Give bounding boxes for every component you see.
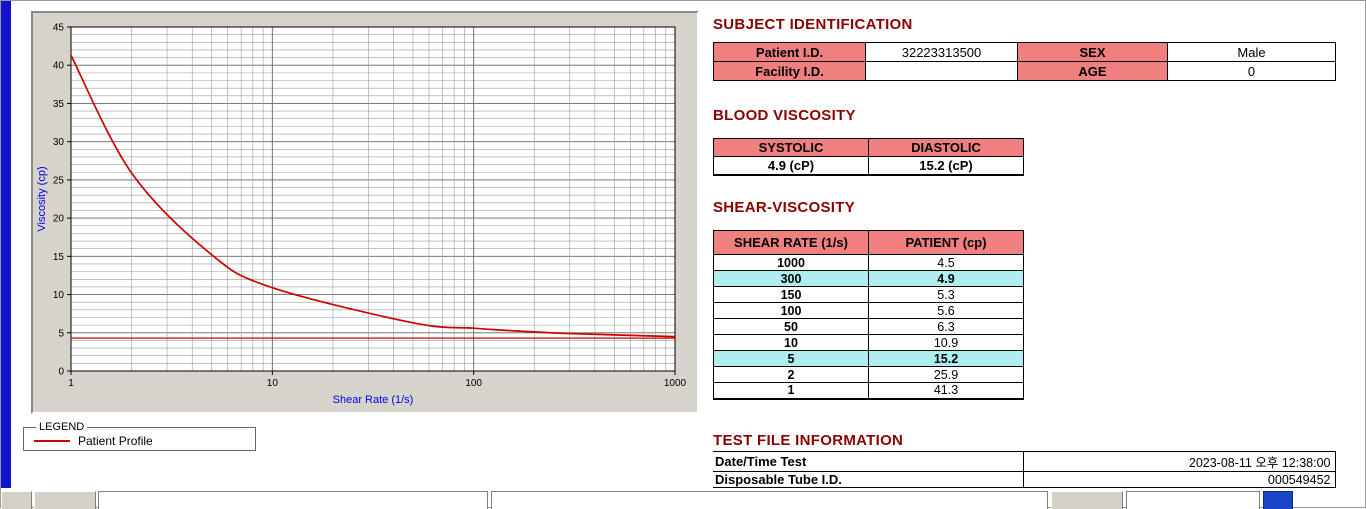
shear-rate-value: 1 [713, 382, 869, 399]
svg-text:45: 45 [53, 23, 65, 34]
patient-id-value: 32223313500 [865, 42, 1018, 62]
patient-cp-value: 5.3 [868, 286, 1024, 303]
partial-field-2[interactable] [491, 491, 1048, 509]
partial-button-2[interactable] [34, 491, 96, 509]
blood-viscosity-header-row: SYSTOLIC DIASTOLIC [713, 138, 1024, 157]
date-time-test-value: 2023-08-11 오후 12:38:00 [1022, 451, 1336, 472]
test-file-row: Date/Time Test 2023-08-11 오후 12:38:00 [713, 451, 1336, 472]
svg-text:1: 1 [68, 378, 74, 389]
svg-text:35: 35 [53, 99, 65, 110]
shear-viscosity-table: SHEAR RATE (1/s) PATIENT (cp) 1000 4.5 300 4.… [713, 230, 1024, 400]
shear-rate-value: 100 [713, 302, 869, 319]
viscosity-chart-panel: 0 5 10 15 20 25 30 35 40 45 1 10 100 1000 Shear Rate (… [31, 11, 699, 414]
partial-button-1[interactable] [1, 491, 32, 509]
shear-rate-value: 1000 [713, 254, 869, 271]
legend-title: LEGEND [39, 421, 85, 433]
svg-text:10: 10 [53, 290, 65, 301]
date-time-test-label: Date/Time Test [713, 451, 1023, 472]
legend-box: LEGEND Patient Profile [23, 421, 256, 451]
svg-text:30: 30 [53, 137, 65, 148]
patient-profile-curve [70, 54, 676, 338]
shear-rate-value: 50 [713, 318, 869, 335]
shear-rate-header: SHEAR RATE (1/s) [713, 230, 869, 255]
shear-rate-value: 150 [713, 286, 869, 303]
shear-viscosity-title: SHEAR-VISCOSITY [713, 199, 856, 216]
subject-identification-title: SUBJECT IDENTIFICATION [713, 16, 913, 33]
blood-viscosity-value-row: 4.9 (cP) 15.2 (cP) [713, 156, 1024, 175]
test-file-information-title: TEST FILE INFORMATION [713, 432, 904, 449]
patient-cp-value: 25.9 [868, 366, 1024, 383]
x-axis: 1 10 100 1000 [68, 371, 687, 389]
shear-row: 1000 4.5 [713, 254, 1024, 271]
patient-cp-value: 5.6 [868, 302, 1024, 319]
test-file-row: Disposable Tube I.D. 000549452 [713, 471, 1336, 488]
systolic-value: 4.9 (cP) [713, 156, 869, 175]
svg-text:5: 5 [58, 328, 64, 339]
chart-grid [70, 26, 676, 372]
test-file-information-table: Date/Time Test 2023-08-11 오후 12:38:00 Di… [713, 451, 1336, 488]
svg-text:100: 100 [465, 378, 482, 389]
x-axis-title: Shear Rate (1/s) [333, 394, 414, 406]
shear-row: 50 6.3 [713, 318, 1024, 335]
svg-text:20: 20 [53, 214, 65, 225]
shear-header-row: SHEAR RATE (1/s) PATIENT (cp) [713, 230, 1024, 255]
disposable-tube-id-label: Disposable Tube I.D. [713, 471, 1023, 488]
report-panel: SUBJECT IDENTIFICATION Patient I.D. 3222… [713, 15, 1337, 495]
patient-cp-value: 4.9 [868, 270, 1024, 287]
facility-id-label: Facility I.D. [713, 61, 866, 81]
y-axis-title: Viscosity (cp) [36, 166, 48, 231]
svg-text:40: 40 [53, 61, 65, 72]
shear-row: 150 5.3 [713, 286, 1024, 303]
viscosity-chart: 0 5 10 15 20 25 30 35 40 45 1 10 100 1000 Shear Rate (… [36, 23, 687, 407]
svg-text:25: 25 [53, 175, 65, 186]
disposable-tube-id-value: 000549452 [1022, 471, 1336, 488]
shear-rate-value: 300 [713, 270, 869, 287]
svg-text:0: 0 [58, 367, 64, 378]
legend-entry-label: Patient Profile [78, 434, 153, 448]
partial-field-1[interactable] [98, 491, 488, 509]
blood-viscosity-title: BLOOD VISCOSITY [713, 107, 856, 124]
shear-rate-value: 10 [713, 334, 869, 351]
patient-cp-value: 10.9 [868, 334, 1024, 351]
shear-row: 300 4.9 [713, 270, 1024, 287]
svg-text:15: 15 [53, 252, 65, 263]
sex-label: SEX [1017, 42, 1168, 62]
shear-row: 10 10.9 [713, 334, 1024, 351]
partial-field-3[interactable] [1126, 491, 1260, 509]
y-axis: 0 5 10 15 20 25 30 35 40 45 [53, 23, 71, 378]
subject-row: Patient I.D. 32223313500 SEX Male [713, 42, 1336, 62]
shear-rate-value: 2 [713, 366, 869, 383]
sex-value: Male [1167, 42, 1336, 62]
blood-viscosity-table: SYSTOLIC DIASTOLIC 4.9 (cP) 15.2 (cP) [713, 138, 1024, 176]
left-accent-bar [1, 1, 11, 488]
svg-text:10: 10 [267, 378, 279, 389]
patient-cp-value: 15.2 [868, 350, 1024, 367]
age-label: AGE [1017, 61, 1168, 81]
shear-row: 2 25.9 [713, 366, 1024, 383]
diastolic-value: 15.2 (cP) [868, 156, 1024, 175]
shear-rate-value: 5 [713, 350, 869, 367]
shear-row: 1 41.3 [713, 382, 1024, 399]
shear-row: 5 15.2 [713, 350, 1024, 367]
age-value: 0 [1167, 61, 1336, 81]
patient-id-label: Patient I.D. [713, 42, 866, 62]
legend-entry: Patient Profile [34, 434, 255, 448]
partial-button-3[interactable] [1051, 491, 1123, 509]
subject-identification-table: Patient I.D. 32223313500 SEX Male Facili… [713, 42, 1336, 81]
diastolic-header: DIASTOLIC [868, 138, 1024, 157]
patient-profile-line-sample [34, 440, 70, 442]
patient-header: PATIENT (cp) [868, 230, 1024, 255]
subject-row: Facility I.D. AGE 0 [713, 61, 1336, 81]
systolic-header: SYSTOLIC [713, 138, 869, 157]
patient-cp-value: 6.3 [868, 318, 1024, 335]
partial-button-4[interactable] [1263, 491, 1293, 509]
shear-row: 100 5.6 [713, 302, 1024, 319]
facility-id-value [865, 61, 1018, 81]
svg-text:1000: 1000 [664, 378, 687, 389]
patient-cp-value: 4.5 [868, 254, 1024, 271]
patient-cp-value: 41.3 [868, 382, 1024, 399]
